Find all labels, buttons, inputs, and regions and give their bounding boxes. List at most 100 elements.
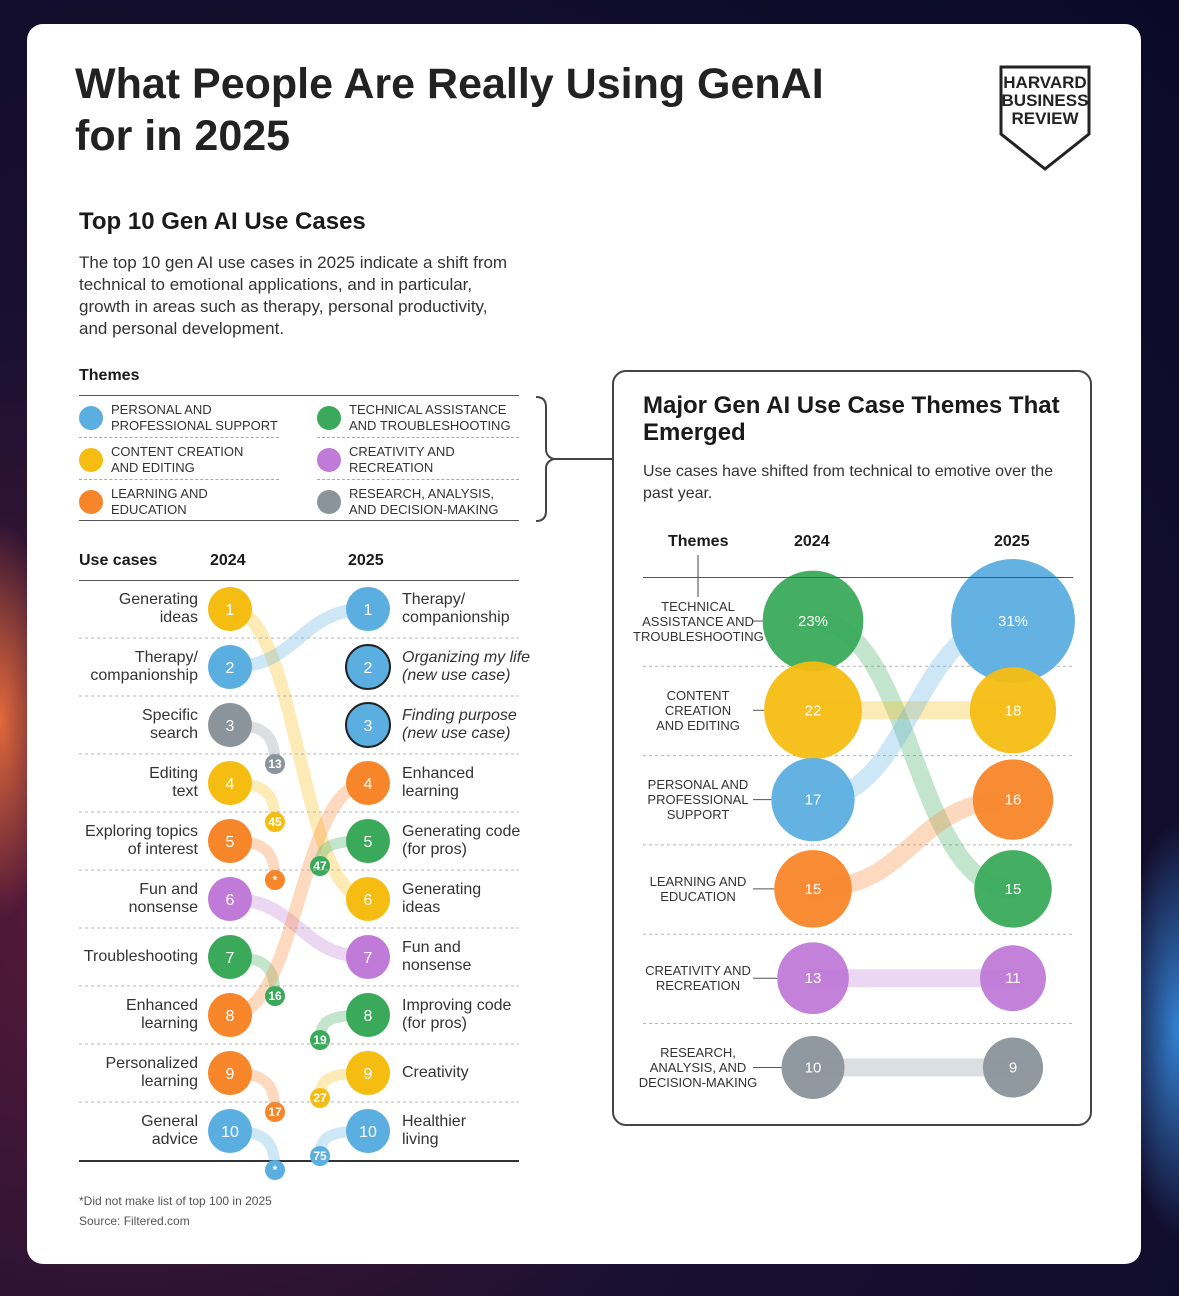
main-title: What People Are Really Using GenAI for i…: [75, 60, 824, 160]
rank-2025-node-label: 10: [359, 1124, 377, 1141]
rank-2025-badge-label: *: [273, 873, 278, 887]
theme-row-label: CREATIVITY AND RECREATION: [633, 963, 763, 993]
use-case-2024-label: Generating ideas: [78, 591, 198, 627]
theme-2025-node: [982, 1037, 1044, 1098]
legend-label-line: AND EDITING: [111, 460, 195, 475]
theme-2025-node: [972, 759, 1054, 840]
legend-label-line: PROFESSIONAL SUPPORT: [111, 418, 278, 433]
use-cases-bottom-rule: [79, 1160, 519, 1162]
theme-2024-node: [771, 757, 855, 842]
rank-2025-badge: [265, 870, 285, 890]
rank-2024-node-label: 7: [226, 950, 235, 967]
themes-legend-label: Themes: [79, 367, 140, 384]
theme-2025-value: 9: [1009, 1060, 1017, 1077]
rank-2025-node-label: 3: [364, 718, 373, 735]
rank-link: [223, 602, 375, 906]
rank-2025-node: [346, 587, 390, 631]
theme-2025-value: 31%: [998, 613, 1028, 630]
use-case-2025-label: Generating ideas: [402, 881, 552, 917]
legend-item-research: RESEARCH, ANALYSIS, AND DECISION-MAKING: [317, 482, 517, 520]
legend-divider: [317, 437, 519, 438]
use-case-2025-label: Therapy/companionship: [402, 591, 552, 627]
use-case-2025-label: Healthier living: [402, 1113, 552, 1149]
label-line: Personalized: [105, 1055, 199, 1072]
rank-2025-node: [346, 819, 390, 863]
legend-item-creativity: CREATIVITY AND RECREATION: [317, 440, 517, 478]
svg-text:HARVARD: HARVARD: [1003, 73, 1086, 92]
label-line: Creativity: [402, 1064, 469, 1081]
rank-2025-node-label: 5: [364, 834, 373, 851]
rank-2024-node: [208, 1109, 252, 1153]
label-line: PROFESSIONAL: [647, 792, 749, 808]
theme-2024-node: [774, 850, 852, 928]
label-line: (new use case): [402, 667, 511, 684]
themes-panel: [612, 370, 1092, 1126]
svg-text:REVIEW: REVIEW: [1011, 109, 1079, 128]
legend-label-line: RESEARCH, ANALYSIS,: [349, 486, 494, 501]
use-case-2024-label: Troubleshooting: [78, 948, 198, 966]
label-line: TROUBLESHOOTING: [633, 628, 764, 644]
label-line: DECISION-MAKING: [638, 1075, 758, 1090]
theme-2025-node: [951, 559, 1075, 683]
label-line: AND EDITING: [656, 717, 740, 733]
rank-2024-node-label: 9: [226, 1066, 235, 1083]
legend-swatch: [317, 448, 341, 472]
infographic-card: [27, 24, 1141, 1264]
use-case-2025-label: Creativity: [402, 1064, 552, 1082]
label-line: CREATION: [664, 702, 732, 718]
label-line: Improving code: [402, 997, 512, 1014]
legend-divider: [317, 479, 519, 480]
label-line: Therapy/: [402, 591, 466, 608]
legend-item-personal: PERSONAL AND PROFESSIONAL SUPPORT: [79, 398, 279, 436]
use-cases-top-rule: [79, 580, 519, 581]
theme-row-label: RESEARCH, ANALYSIS, AND DECISION-MAKING: [633, 1045, 763, 1090]
label-line: of interest: [127, 841, 198, 858]
use-cases-2025-header: 2025: [348, 552, 384, 569]
rank-2024-badge: [310, 1088, 330, 1108]
rank-2025-node: [346, 1109, 390, 1153]
rank-link: [223, 776, 375, 1022]
rank-2025-badge-label: 17: [268, 1105, 282, 1119]
legend-label-line: LEARNING AND: [111, 486, 208, 501]
label-line: advice: [151, 1131, 198, 1148]
rank-2024-node: [208, 993, 252, 1037]
theme-row-label: LEARNING AND EDUCATION: [633, 874, 763, 904]
rank-2024-badge-label: 47: [313, 859, 327, 873]
rank-2024-badge-label: 19: [313, 1033, 327, 1047]
use-case-2024-label: General advice: [78, 1113, 198, 1149]
themes-bump-chart: 23% 22 17 15 13 10 31% 18 16 15 11 9: [643, 555, 1075, 1099]
label-line: learning: [402, 783, 459, 800]
use-case-2025-label: Enhanced learning: [402, 765, 552, 801]
theme-2025-value: 11: [1005, 970, 1021, 987]
rank-2024-node-label: 8: [226, 1008, 235, 1025]
label-line: (for pros): [402, 841, 467, 858]
theme-2024-value: 17: [805, 792, 822, 809]
rank-2024-node-label: 10: [221, 1124, 239, 1141]
theme-2024-value: 22: [805, 702, 822, 719]
theme-2024-value: 10: [805, 1060, 822, 1077]
legend-label: RESEARCH, ANALYSIS, AND DECISION-MAKING: [349, 486, 499, 518]
use-case-2025-label: Fun and nonsense: [402, 939, 552, 975]
themes-2024-header: 2024: [794, 533, 830, 550]
bump-links: [223, 602, 375, 1176]
label-line: Enhanced: [125, 997, 198, 1014]
rank-2024-node-label: 4: [226, 776, 235, 793]
legend-label-line: RECREATION: [349, 460, 434, 475]
left-section-description: The top 10 gen AI use cases in 2025 indi…: [79, 253, 508, 338]
legend-divider: [79, 479, 279, 480]
rank-2024-node-label: 3: [226, 718, 235, 735]
label-line: ASSISTANCE AND: [642, 613, 754, 629]
rank-2025-node: [345, 702, 391, 748]
legend-label-line: PERSONAL AND: [111, 402, 212, 417]
theme-2024-node: [777, 942, 849, 1015]
legend-swatch: [79, 448, 103, 472]
rank-2025-badge: [265, 1102, 285, 1122]
label-line: SUPPORT: [666, 807, 730, 823]
rank-2024-node-label: 6: [226, 892, 235, 909]
label-line: Therapy/: [134, 649, 198, 666]
footnote: *Did not make list of top 100 in 2025: [79, 1194, 272, 1208]
legend-label-line: AND TROUBLESHOOTING: [349, 418, 511, 433]
legend-swatch: [79, 490, 103, 514]
label-line: Generating: [118, 591, 198, 608]
